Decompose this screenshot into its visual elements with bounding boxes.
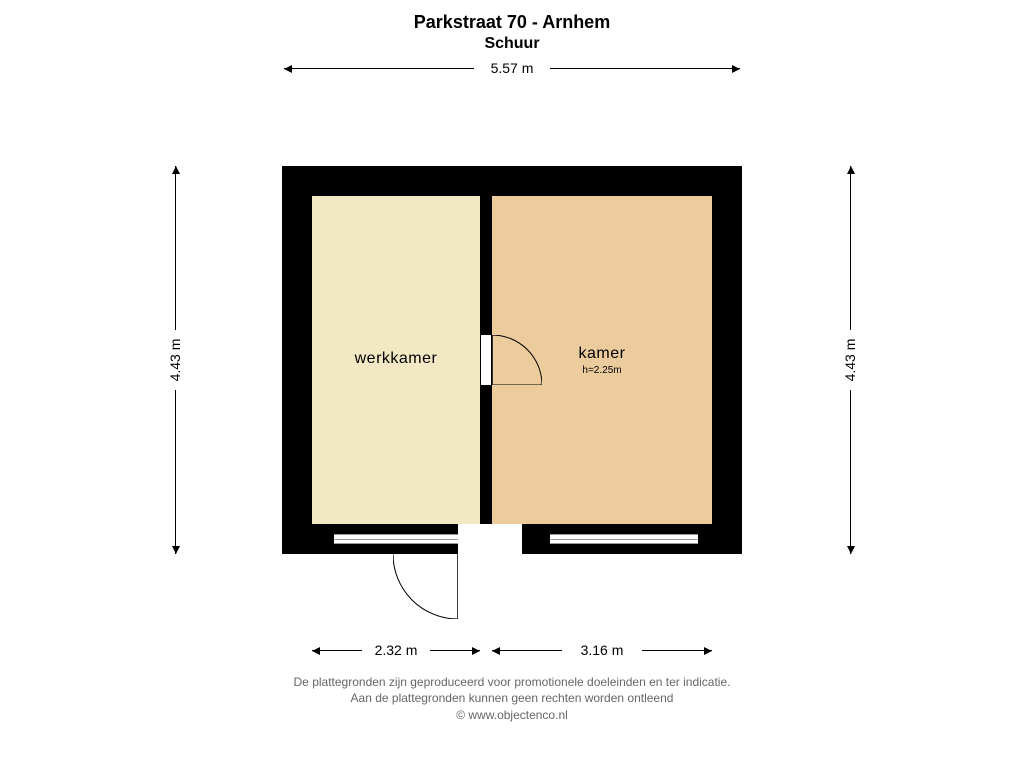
dim-right-arrow-up: [850, 166, 851, 330]
room-kamer-sublabel: h=2.25m: [582, 365, 621, 376]
dim-top-label: 5.57 m: [491, 60, 534, 76]
window-bottom-right: [550, 534, 698, 544]
dim-top-arrow-right: [550, 68, 740, 69]
dim-br-arrow-right: [642, 650, 712, 651]
dim-right-label: 4.43 m: [842, 333, 858, 388]
exterior-door-swing-icon: [393, 554, 458, 619]
dimension-right: 4.43 m: [830, 166, 870, 554]
dimension-left: 4.43 m: [155, 166, 195, 554]
window-bottom-left: [334, 534, 458, 544]
footer: De plattegronden zijn geproduceerd voor …: [0, 674, 1024, 724]
footer-line3: © www.objectenco.nl: [0, 707, 1024, 724]
dim-br-label: 3.16 m: [575, 642, 630, 658]
floor-plan: werkkamer kamer h=2.25m: [282, 166, 742, 554]
dim-bl-arrow-left: [312, 650, 362, 651]
dim-left-arrow-up: [175, 166, 176, 330]
title-line1: Parkstraat 70 - Arnhem: [0, 12, 1024, 33]
dim-bl-label: 2.32 m: [369, 642, 424, 658]
title-line2: Schuur: [0, 35, 1024, 53]
footer-line1: De plattegronden zijn geproduceerd voor …: [0, 674, 1024, 691]
dimension-top: 5.57 m: [0, 60, 1024, 78]
interior-door-swing-icon: [492, 335, 542, 385]
dim-br-arrow-left: [492, 650, 562, 651]
exterior-door-opening: [458, 524, 522, 554]
dimension-bottom-left: 2.32 m: [312, 640, 480, 660]
dimension-bottom-right: 3.16 m: [492, 640, 712, 660]
room-kamer-label: kamer: [579, 345, 626, 363]
dim-right-arrow-down: [850, 390, 851, 554]
room-werkkamer: werkkamer: [312, 196, 480, 524]
dim-bl-arrow-right: [430, 650, 480, 651]
dim-left-arrow-down: [175, 390, 176, 554]
dim-left-label: 4.43 m: [167, 333, 183, 388]
interior-door-jamb: [480, 335, 492, 385]
room-werkkamer-label: werkkamer: [355, 350, 438, 368]
dim-top-arrow-left: [284, 68, 474, 69]
header: Parkstraat 70 - Arnhem Schuur: [0, 12, 1024, 53]
footer-line2: Aan de plattegronden kunnen geen rechten…: [0, 690, 1024, 707]
